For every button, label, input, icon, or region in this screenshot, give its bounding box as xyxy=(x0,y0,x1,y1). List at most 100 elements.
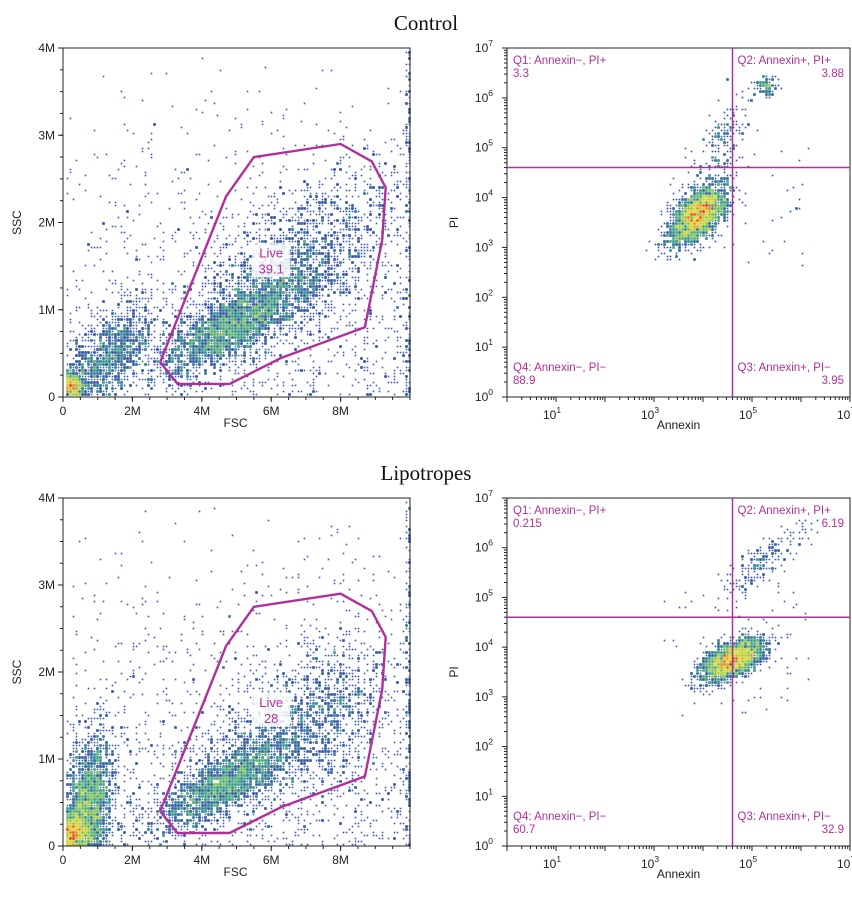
event-dot xyxy=(129,324,132,327)
event-dot xyxy=(363,252,366,255)
event-dot xyxy=(303,207,306,210)
event-dot xyxy=(87,387,90,390)
event-dot xyxy=(321,201,324,204)
event-dot xyxy=(300,273,303,276)
event-dot xyxy=(270,318,273,321)
event-dot xyxy=(360,702,363,705)
event-dot xyxy=(138,378,141,381)
event-dot xyxy=(225,327,228,330)
event-dot xyxy=(336,732,339,735)
event-dot xyxy=(354,255,357,258)
event-dot xyxy=(111,291,114,294)
event-dot xyxy=(126,375,129,378)
event-dot xyxy=(717,138,720,141)
event-dot xyxy=(402,618,405,621)
event-dot xyxy=(246,231,249,234)
event-dot xyxy=(111,378,114,381)
event-dot xyxy=(255,744,258,747)
event-dot xyxy=(339,291,342,294)
event-dot xyxy=(693,237,696,240)
gate-live-polygon[interactable] xyxy=(158,142,387,386)
event-dot xyxy=(231,312,234,315)
event-dot xyxy=(327,309,330,312)
event-dot xyxy=(123,393,126,396)
event-dot xyxy=(201,303,204,306)
event-dot xyxy=(381,318,384,321)
event-dot xyxy=(249,312,252,315)
event-dot xyxy=(120,336,123,339)
event-dot xyxy=(273,216,276,219)
event-dot xyxy=(171,180,174,183)
event-dot xyxy=(666,231,669,234)
event-dot xyxy=(234,117,237,120)
event-dot xyxy=(312,651,315,654)
event-dot xyxy=(249,231,252,234)
event-dot xyxy=(246,744,249,747)
event-dot xyxy=(117,384,120,387)
event-dot xyxy=(276,291,279,294)
event-dot xyxy=(324,252,327,255)
event-dot xyxy=(399,351,402,354)
event-dot xyxy=(300,327,303,330)
event-dot xyxy=(303,291,306,294)
event-dot xyxy=(255,309,258,312)
event-dot xyxy=(372,678,375,681)
event-dot xyxy=(681,231,684,234)
event-dot xyxy=(174,288,177,291)
event-dot xyxy=(267,276,270,279)
event-dot xyxy=(723,126,726,129)
event-dot xyxy=(765,90,768,93)
event-dot xyxy=(291,246,294,249)
event-dot xyxy=(348,648,351,651)
event-dot xyxy=(795,207,798,210)
event-dot xyxy=(198,192,201,195)
event-dot xyxy=(174,366,177,369)
event-dot xyxy=(276,384,279,387)
event-dot xyxy=(321,222,324,225)
event-dot xyxy=(330,255,333,258)
event-dot xyxy=(90,363,93,366)
event-dot xyxy=(264,342,267,345)
event-dot xyxy=(267,753,270,756)
event-dot xyxy=(300,213,303,216)
event-dot xyxy=(138,204,141,207)
event-dot xyxy=(732,126,735,129)
event-dot xyxy=(237,366,240,369)
event-dot xyxy=(129,345,132,348)
event-dot xyxy=(297,729,300,732)
event-dot xyxy=(144,288,147,291)
event-dot xyxy=(660,231,663,234)
event-dot xyxy=(282,279,285,282)
event-dot xyxy=(393,315,396,318)
event-dot xyxy=(717,144,720,147)
event-dot xyxy=(213,360,216,363)
event-dot xyxy=(177,384,180,387)
event-dot xyxy=(696,195,699,198)
event-dot xyxy=(360,720,363,723)
event-dot xyxy=(288,729,291,732)
event-dot xyxy=(93,153,96,156)
event-dot xyxy=(303,324,306,327)
event-dot xyxy=(306,717,309,720)
event-dot xyxy=(771,249,774,252)
event-dot xyxy=(339,393,342,396)
event-dot xyxy=(315,279,318,282)
event-dot xyxy=(102,363,105,366)
event-dot xyxy=(243,351,246,354)
event-dot xyxy=(228,753,231,756)
event-dot xyxy=(138,270,141,273)
event-dot xyxy=(216,297,219,300)
event-dot xyxy=(258,678,261,681)
event-dot xyxy=(717,99,720,102)
event-dot xyxy=(723,177,726,180)
event-dot xyxy=(270,234,273,237)
event-dot xyxy=(174,369,177,372)
event-dot xyxy=(273,354,276,357)
event-dot xyxy=(138,306,141,309)
event-dot xyxy=(285,297,288,300)
event-dot xyxy=(282,117,285,120)
event-dot xyxy=(288,315,291,318)
event-dot xyxy=(696,210,699,213)
event-dot xyxy=(180,297,183,300)
event-dot xyxy=(294,291,297,294)
